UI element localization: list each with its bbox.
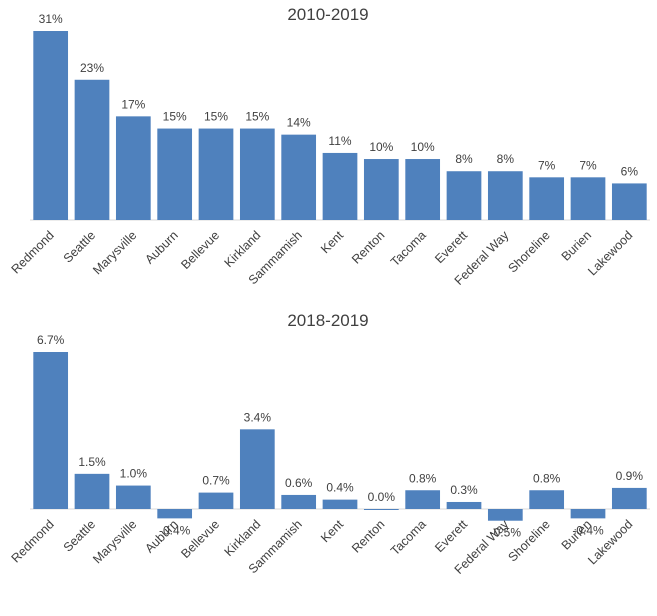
data-label: 8% bbox=[455, 152, 473, 166]
data-label: 1.5% bbox=[78, 455, 106, 469]
bar-kent bbox=[322, 152, 358, 220]
data-label: -0.4% bbox=[159, 523, 191, 537]
bar-marysville bbox=[115, 116, 151, 220]
data-label: 17% bbox=[121, 97, 145, 111]
bar-federal-way bbox=[487, 509, 523, 521]
bar-seattle bbox=[74, 473, 110, 509]
data-label: 11% bbox=[328, 134, 351, 148]
x-tick-label: Kent bbox=[318, 517, 346, 545]
bar-burien bbox=[570, 177, 606, 220]
data-label: 0.8% bbox=[533, 471, 561, 485]
bar-renton bbox=[363, 159, 399, 220]
chart-title: 2010-2019 bbox=[287, 5, 368, 24]
x-tick-label: Renton bbox=[349, 228, 387, 266]
data-label: 1.0% bbox=[120, 467, 148, 481]
x-tick-label: Redmond bbox=[9, 228, 57, 276]
x-tick-label: Tacoma bbox=[388, 517, 429, 558]
data-label: 0.0% bbox=[368, 490, 396, 504]
bar-renton bbox=[363, 509, 399, 510]
x-tick-label: Renton bbox=[349, 517, 387, 555]
bar-shoreline bbox=[529, 490, 565, 509]
x-tick-label: Lakewood bbox=[585, 228, 635, 278]
x-tick-label: Shoreline bbox=[506, 517, 553, 564]
x-tick-label: Auburn bbox=[142, 228, 180, 266]
data-label: 15% bbox=[204, 110, 228, 124]
data-label: 7% bbox=[579, 158, 597, 172]
x-tick-label: Burien bbox=[559, 228, 594, 263]
x-tick-label: Tacoma bbox=[388, 228, 429, 269]
chart-2010-2019: 2010-2019 31% Redmond 23% Seattle 17% Marysvi… bbox=[9, 5, 650, 288]
chart-2018-2019: 2018-2019 6.7% Redmond 1.5% Seattle 1.0% Mary… bbox=[9, 311, 650, 577]
x-tick-label: Seattle bbox=[61, 517, 98, 554]
data-label: 15% bbox=[163, 110, 187, 124]
bar-kirkland bbox=[239, 429, 275, 509]
x-tick-label: Marysville bbox=[90, 517, 139, 566]
bar-redmond bbox=[33, 352, 69, 509]
data-label: 6% bbox=[621, 164, 639, 178]
bar-kirkland bbox=[239, 128, 275, 220]
bar-redmond bbox=[33, 31, 69, 220]
bar-marysville bbox=[115, 485, 151, 509]
data-label: 10% bbox=[369, 140, 393, 154]
bar-tacoma bbox=[405, 159, 441, 220]
data-label: 10% bbox=[411, 140, 435, 154]
bar-sammamish bbox=[281, 494, 317, 509]
data-label: 3.4% bbox=[244, 410, 272, 424]
data-label: 0.3% bbox=[450, 483, 478, 497]
data-label: 23% bbox=[80, 61, 104, 75]
bar-federal-way bbox=[487, 171, 523, 220]
x-tick-label: Kirkland bbox=[222, 517, 264, 559]
data-label: -0.5% bbox=[490, 526, 522, 540]
x-tick-label: Everett bbox=[432, 228, 470, 266]
bar-group: 31% Redmond 23% Seattle 17% Marysville 15% Aubu… bbox=[9, 12, 647, 288]
data-label: 7% bbox=[538, 158, 556, 172]
data-label: -0.4% bbox=[572, 523, 604, 537]
bar-bellevue bbox=[198, 492, 234, 509]
x-tick-label: Seattle bbox=[61, 228, 98, 265]
bar-everett bbox=[446, 501, 482, 509]
x-tick-label: Bellevue bbox=[178, 228, 222, 272]
chart-title: 2018-2019 bbox=[287, 311, 368, 330]
data-label: 0.7% bbox=[202, 474, 230, 488]
bar-group: 6.7% Redmond 1.5% Seattle 1.0% Marysville -0.4… bbox=[9, 333, 647, 577]
data-label: 0.9% bbox=[616, 469, 644, 483]
bar-everett bbox=[446, 171, 482, 220]
data-label: 8% bbox=[497, 152, 515, 166]
x-tick-label: Everett bbox=[432, 517, 470, 555]
bar-auburn bbox=[157, 128, 193, 220]
data-label: 15% bbox=[245, 110, 269, 124]
bar-burien bbox=[570, 509, 606, 519]
data-label: 0.4% bbox=[326, 481, 354, 495]
x-tick-label: Shoreline bbox=[506, 228, 553, 275]
bar-auburn bbox=[157, 509, 193, 519]
bar-lakewood bbox=[611, 183, 647, 220]
x-tick-label: Marysville bbox=[90, 228, 139, 277]
x-tick-label: Kirkland bbox=[222, 228, 264, 270]
bar-shoreline bbox=[529, 177, 565, 220]
bar-seattle bbox=[74, 79, 110, 221]
x-tick-label: Redmond bbox=[9, 517, 57, 565]
data-label: 6.7% bbox=[37, 333, 65, 347]
bar-tacoma bbox=[405, 490, 441, 509]
data-label: 14% bbox=[287, 116, 311, 130]
bar-bellevue bbox=[198, 128, 234, 220]
bar-lakewood bbox=[611, 487, 647, 509]
data-label: 0.8% bbox=[409, 471, 437, 485]
bar-sammamish bbox=[281, 134, 317, 220]
bar-kent bbox=[322, 499, 358, 509]
data-label: 0.6% bbox=[285, 476, 313, 490]
x-tick-label: Kent bbox=[318, 228, 346, 256]
data-label: 31% bbox=[39, 12, 63, 26]
